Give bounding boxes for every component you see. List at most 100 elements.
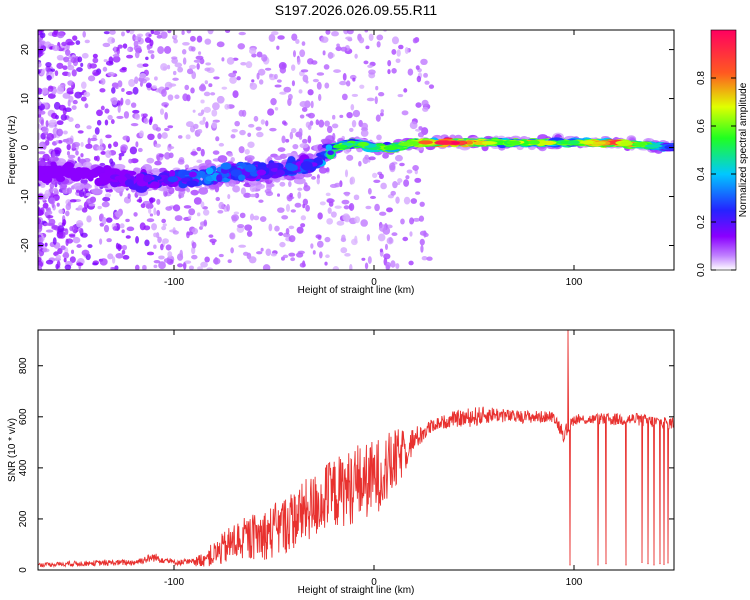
spectrogram-halo-point: [325, 135, 335, 143]
spectrogram-ridge-core: [644, 144, 663, 148]
spectrogram-noise-point: [139, 130, 144, 138]
spectrogram-noise-point: [374, 96, 378, 105]
spectrogram-noise-point: [358, 160, 362, 167]
spectrogram-noise-point: [409, 121, 418, 130]
spectrogram-noise-point: [60, 114, 68, 121]
figure-title: S197.2026.026.09.55.R11: [275, 2, 438, 18]
spectrogram-noise-point: [375, 114, 381, 122]
spectrogram-noise-point: [342, 213, 350, 222]
spectrogram-noise-point: [268, 33, 276, 42]
spectrogram-noise-point: [305, 80, 309, 84]
spectrogram-noise-point: [325, 30, 331, 35]
spectrogram-ridge-core: [434, 140, 453, 145]
spectrogram-noise-point: [121, 66, 127, 71]
spectrogram-noise-point: [316, 72, 325, 76]
spectrogram-noise-point: [104, 108, 110, 114]
spectrogram-noise-point: [156, 154, 160, 162]
spectrogram-noise-point: [38, 218, 42, 225]
spectrogram-noise-point: [66, 187, 73, 194]
spectrogram-noise-point: [350, 176, 356, 185]
spectrogram-noise-point: [142, 63, 149, 67]
spectrogram-noise-point: [307, 135, 312, 144]
spectrogram-halo-point: [228, 179, 237, 187]
spectrogram-noise-point: [99, 88, 106, 93]
spectrogram-noise-point: [156, 209, 161, 217]
spectrogram-noise-point: [38, 87, 43, 93]
spectrogram-noise-point: [229, 232, 235, 240]
spectrogram-noise-point: [39, 32, 46, 39]
spectrogram-noise-point: [39, 110, 46, 115]
spectrogram-ridge-cell: [186, 180, 199, 187]
spectrogram-noise-point: [226, 203, 230, 212]
spectrogram-noise-point: [95, 155, 100, 162]
spectrogram-noise-point: [395, 263, 400, 269]
spectrogram-noise-point: [121, 31, 125, 37]
spectrogram-noise-point: [67, 154, 76, 159]
spectrogram-ridge-cell: [327, 150, 334, 156]
spectrogram-noise-point: [346, 30, 354, 35]
spectrogram-noise-point: [70, 57, 77, 64]
spectrogram-noise-point: [177, 263, 184, 268]
spectrogram-noise-point: [279, 241, 286, 248]
spectrogram-noise-point: [122, 135, 130, 141]
spectrogram-noise-point: [87, 244, 93, 249]
spectrogram-noise-point: [305, 204, 310, 212]
spectrogram-noise-point: [426, 256, 433, 261]
spectrogram-noise-point: [145, 56, 149, 61]
spectrogram-noise-point: [55, 140, 59, 144]
spectrogram-noise-point: [327, 207, 332, 214]
spectrogram-noise-point: [200, 148, 205, 157]
spectrogram-noise-point: [238, 31, 246, 36]
spectrogram-noise-point: [279, 181, 286, 187]
spectrogram-noise-point: [361, 122, 369, 130]
spectrogram-noise-point: [107, 71, 115, 77]
spectrogram-noise-point: [399, 162, 405, 167]
spectrogram-noise-point: [106, 238, 112, 243]
spectrogram-noise-point: [209, 238, 217, 243]
spectrogram-noise-point: [188, 64, 197, 70]
spectrogram-noise-point: [44, 139, 50, 146]
spectrogram-noise-point: [172, 70, 177, 76]
spectrogram-noise-point: [421, 99, 429, 107]
spectrogram-noise-point: [256, 131, 264, 138]
spectrogram-ridge-cell: [41, 176, 53, 184]
spectrogram-noise-point: [204, 80, 209, 85]
spectrogram-noise-point: [317, 240, 324, 248]
spectrogram-noise-point: [378, 224, 387, 232]
spectrogram-noise-point: [157, 46, 165, 54]
spectrogram-noise-point: [161, 132, 168, 139]
spectrogram-noise-point: [200, 261, 208, 268]
spectrogram-ridge-core: [528, 140, 540, 145]
spectrogram-noise-point: [295, 38, 300, 45]
spectrogram-noise-point: [57, 140, 63, 144]
spectrogram-noise-point: [212, 257, 221, 265]
spectrogram-noise-point: [89, 137, 98, 142]
spectrogram-noise-point: [230, 247, 234, 254]
spectrogram-noise-point: [72, 35, 78, 41]
spectrogram-noise-point: [264, 67, 272, 71]
spectrogram-noise-point: [335, 46, 342, 52]
spectrogram-ridge-cell: [300, 161, 313, 170]
spectrogram-ridge-cell: [108, 168, 121, 173]
spectrogram-noise-point: [146, 218, 155, 223]
spectrogram-noise-point: [172, 204, 181, 212]
spectrogram-noise-point: [407, 68, 414, 76]
snr-spike-point: [659, 563, 661, 565]
spectrogram-noise-point: [104, 119, 109, 126]
spectrogram-noise-point: [221, 57, 225, 62]
spectrogram-noise-point: [345, 80, 351, 87]
spectrogram-noise-point: [268, 223, 273, 232]
spectrogram-noise-point: [64, 107, 72, 112]
spectrogram-noise-point: [60, 245, 66, 251]
spectrogram-noise-point: [160, 243, 164, 251]
spectrogram-noise-point: [403, 196, 411, 205]
snr-series-line: [38, 330, 674, 569]
spectrogram-noise-point: [285, 138, 290, 143]
spectrogram-noise-point: [239, 212, 246, 219]
spectrogram-noise-point: [169, 146, 175, 150]
spectrogram-noise-point: [204, 38, 212, 45]
spectrogram-noise-point: [276, 79, 282, 83]
spectrogram-noise-point: [120, 97, 124, 106]
spectrogram-noise-point: [300, 223, 306, 228]
spectrogram-noise-point: [96, 109, 103, 117]
